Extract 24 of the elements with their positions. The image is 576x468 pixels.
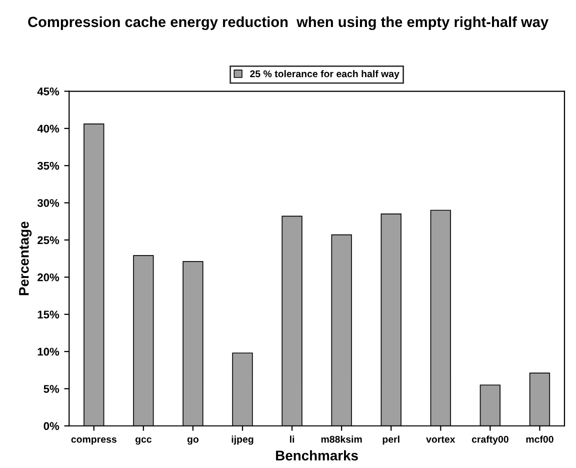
x-tick-label: perl: [382, 436, 400, 445]
y-tick-label: 40%: [37, 124, 60, 133]
y-tick-label: 15%: [38, 310, 60, 318]
x-tick-label: li: [290, 436, 294, 443]
y-tick-label: 25%: [38, 236, 60, 244]
y-tick-label: 20%: [38, 273, 60, 282]
x-tick-label: m88ksim: [321, 436, 362, 443]
x-tick-label: vortex: [426, 436, 456, 443]
y-tick-label: 0%: [44, 422, 60, 430]
x-tick-label: go: [187, 437, 199, 445]
chart-title: Compression cache energy reduction when using the empty right-half way: [28, 16, 548, 30]
y-tick-label: 35%: [37, 162, 60, 170]
y-tick-label: 30%: [37, 199, 60, 207]
x-tick-label: crafty00: [472, 436, 508, 445]
legend-label: 25 % tolerance for each half way: [250, 70, 400, 80]
y-tick-label: 10%: [38, 348, 60, 356]
x-axis-title: Benchmarks: [276, 450, 358, 460]
y-tick-label: 5%: [44, 384, 60, 393]
x-tick-label: ijpeg: [232, 436, 254, 445]
y-axis-title: Percentage: [19, 222, 32, 296]
x-tick-label: gcc: [135, 437, 152, 445]
y-tick-label: 45%: [37, 88, 60, 96]
x-tick-label: mcf00: [526, 436, 554, 443]
x-tick-label: compress: [71, 437, 116, 445]
